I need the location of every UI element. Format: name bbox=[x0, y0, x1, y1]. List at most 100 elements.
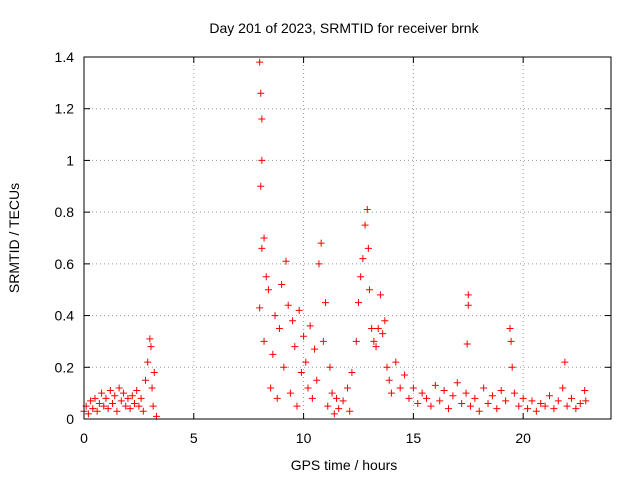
data-point bbox=[502, 397, 510, 405]
data-point bbox=[330, 410, 338, 418]
data-point bbox=[567, 394, 575, 402]
y-tick-label: 0.6 bbox=[55, 256, 75, 272]
data-point bbox=[335, 405, 343, 413]
data-point bbox=[493, 405, 501, 413]
data-point bbox=[471, 394, 479, 402]
data-point bbox=[554, 397, 562, 405]
plot-frame bbox=[83, 56, 612, 420]
data-point bbox=[111, 392, 119, 400]
y-tick-label: 1 bbox=[66, 152, 74, 168]
data-point bbox=[453, 379, 461, 387]
data-point bbox=[563, 402, 571, 410]
data-point bbox=[115, 384, 123, 392]
data-point bbox=[379, 330, 387, 338]
y-tick-label: 0.4 bbox=[55, 308, 75, 324]
data-point bbox=[374, 325, 382, 332]
data-point bbox=[93, 407, 101, 415]
data-point bbox=[348, 368, 356, 376]
data-point bbox=[559, 384, 567, 392]
data-point bbox=[135, 402, 143, 410]
x-tick-label: 20 bbox=[515, 430, 531, 446]
data-point bbox=[409, 384, 417, 392]
data-point bbox=[528, 397, 536, 405]
data-point bbox=[91, 394, 99, 402]
data-point bbox=[102, 394, 110, 402]
y-tick-label: 0.8 bbox=[55, 204, 75, 220]
data-point bbox=[524, 405, 532, 413]
data-point bbox=[372, 343, 380, 351]
y-tick-label: 0 bbox=[66, 411, 74, 427]
data-point bbox=[269, 350, 277, 358]
data-point bbox=[326, 363, 334, 371]
data-point bbox=[256, 304, 264, 312]
data-point bbox=[449, 392, 457, 400]
data-point bbox=[120, 389, 128, 397]
data-point bbox=[280, 363, 288, 371]
data-point bbox=[271, 312, 279, 320]
data-point bbox=[258, 115, 266, 123]
data-point bbox=[317, 239, 325, 247]
data-points bbox=[80, 58, 590, 420]
data-point bbox=[541, 402, 549, 410]
x-tick-label: 15 bbox=[406, 430, 422, 446]
data-point bbox=[322, 299, 330, 307]
data-point bbox=[319, 337, 327, 345]
data-point bbox=[339, 397, 347, 405]
data-point bbox=[137, 394, 145, 402]
data-point bbox=[464, 291, 472, 299]
data-point bbox=[308, 394, 316, 402]
data-point bbox=[510, 389, 518, 397]
data-point bbox=[289, 317, 297, 325]
x-tick-label: 5 bbox=[190, 430, 198, 446]
data-point bbox=[262, 273, 270, 281]
data-point bbox=[488, 392, 496, 400]
y-tick-label: 1.2 bbox=[55, 101, 75, 117]
data-point bbox=[275, 325, 283, 332]
data-point bbox=[297, 368, 305, 376]
data-point bbox=[519, 394, 527, 402]
data-point bbox=[537, 399, 545, 407]
data-point bbox=[418, 389, 426, 397]
data-point bbox=[462, 389, 470, 397]
data-point bbox=[572, 405, 580, 413]
data-point bbox=[361, 221, 369, 229]
data-point bbox=[354, 299, 362, 307]
y-tick-label: 0.2 bbox=[55, 359, 75, 375]
data-point bbox=[284, 301, 292, 309]
data-point bbox=[352, 337, 360, 345]
data-point bbox=[466, 402, 474, 410]
data-point bbox=[139, 407, 147, 415]
data-point bbox=[273, 394, 281, 402]
data-point bbox=[104, 405, 112, 413]
data-point bbox=[328, 389, 336, 397]
data-point bbox=[148, 384, 156, 392]
data-point bbox=[98, 389, 106, 397]
data-point bbox=[364, 244, 372, 252]
data-point bbox=[506, 325, 514, 332]
data-point bbox=[315, 260, 323, 268]
data-point bbox=[100, 402, 108, 410]
data-point bbox=[260, 234, 268, 242]
y-tick-label: 1.4 bbox=[55, 49, 75, 65]
data-point bbox=[423, 394, 431, 402]
data-point bbox=[106, 387, 114, 395]
chart-title: Day 201 of 2023, SRMTID for receiver brn… bbox=[209, 20, 479, 36]
data-point bbox=[576, 399, 584, 407]
data-point bbox=[376, 291, 384, 299]
data-point bbox=[344, 384, 351, 392]
data-point bbox=[484, 399, 492, 407]
data-point bbox=[117, 397, 125, 405]
data-point bbox=[324, 402, 332, 410]
data-point bbox=[131, 399, 139, 407]
data-point bbox=[480, 384, 488, 392]
data-point bbox=[458, 399, 466, 407]
data-point bbox=[385, 376, 393, 384]
data-point bbox=[313, 376, 321, 384]
data-point bbox=[278, 281, 286, 289]
data-point bbox=[346, 407, 354, 415]
data-point bbox=[260, 337, 268, 345]
data-point bbox=[150, 368, 158, 376]
data-point bbox=[282, 257, 290, 265]
